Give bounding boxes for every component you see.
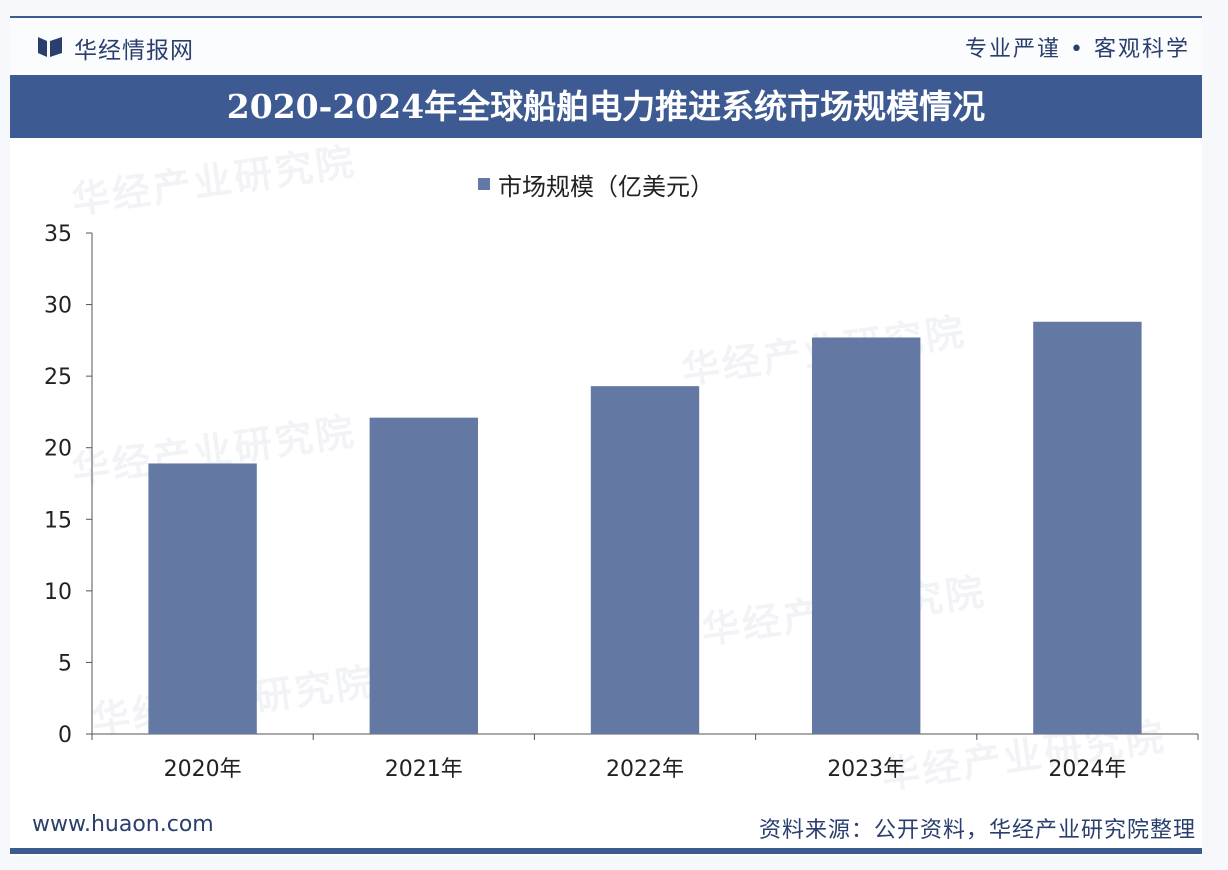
chart-title: 2020-2024年全球船舶电力推进系统市场规模情况	[226, 87, 986, 126]
bar-1	[148, 463, 257, 734]
x-tick-label: 2023年	[827, 757, 905, 782]
footer-rule	[10, 848, 1202, 854]
bar-5	[1033, 321, 1142, 734]
header: 华经情报网 专业严谨 • 客观科学	[10, 18, 1202, 72]
y-tick-label: 25	[44, 365, 72, 390]
title-band: 2020-2024年全球船舶电力推进系统市场规模情况	[10, 75, 1202, 138]
x-tick-label: 2020年	[164, 757, 242, 782]
bar-3	[590, 386, 700, 734]
y-tick-label: 0	[58, 723, 72, 748]
x-tick-labels: 2020年 2021年 2022年 2023年 2024年	[164, 757, 1127, 782]
source-note: 资料来源：公开资料，华经产业研究院整理	[758, 818, 1196, 843]
slogan: 专业严谨 • 客观科学	[965, 37, 1190, 62]
x-tick-label: 2022年	[606, 757, 684, 782]
brand-logo-icon	[38, 37, 62, 57]
legend: 市场规模（亿美元）	[478, 173, 714, 201]
y-tick-label: 10	[44, 580, 72, 605]
legend-swatch	[478, 178, 490, 190]
bar-4	[812, 337, 921, 734]
y-tick-labels: 0 5 10 15 20 25 30 35	[44, 222, 72, 748]
top-rule	[10, 16, 1202, 18]
bar-2	[369, 417, 478, 734]
x-tick-label: 2024年	[1048, 757, 1126, 782]
bars	[148, 321, 1142, 734]
y-tick-label: 15	[44, 508, 72, 533]
legend-label: 市场规模（亿美元）	[498, 173, 714, 201]
y-tick-label: 20	[44, 437, 72, 462]
website-link[interactable]: www.huaon.com	[32, 812, 214, 837]
y-tick-label: 30	[44, 294, 72, 319]
y-tick-label: 35	[44, 222, 72, 247]
y-tick-label: 5	[58, 651, 72, 676]
brand-name: 华经情报网	[74, 38, 194, 64]
x-tick-label: 2021年	[385, 757, 463, 782]
